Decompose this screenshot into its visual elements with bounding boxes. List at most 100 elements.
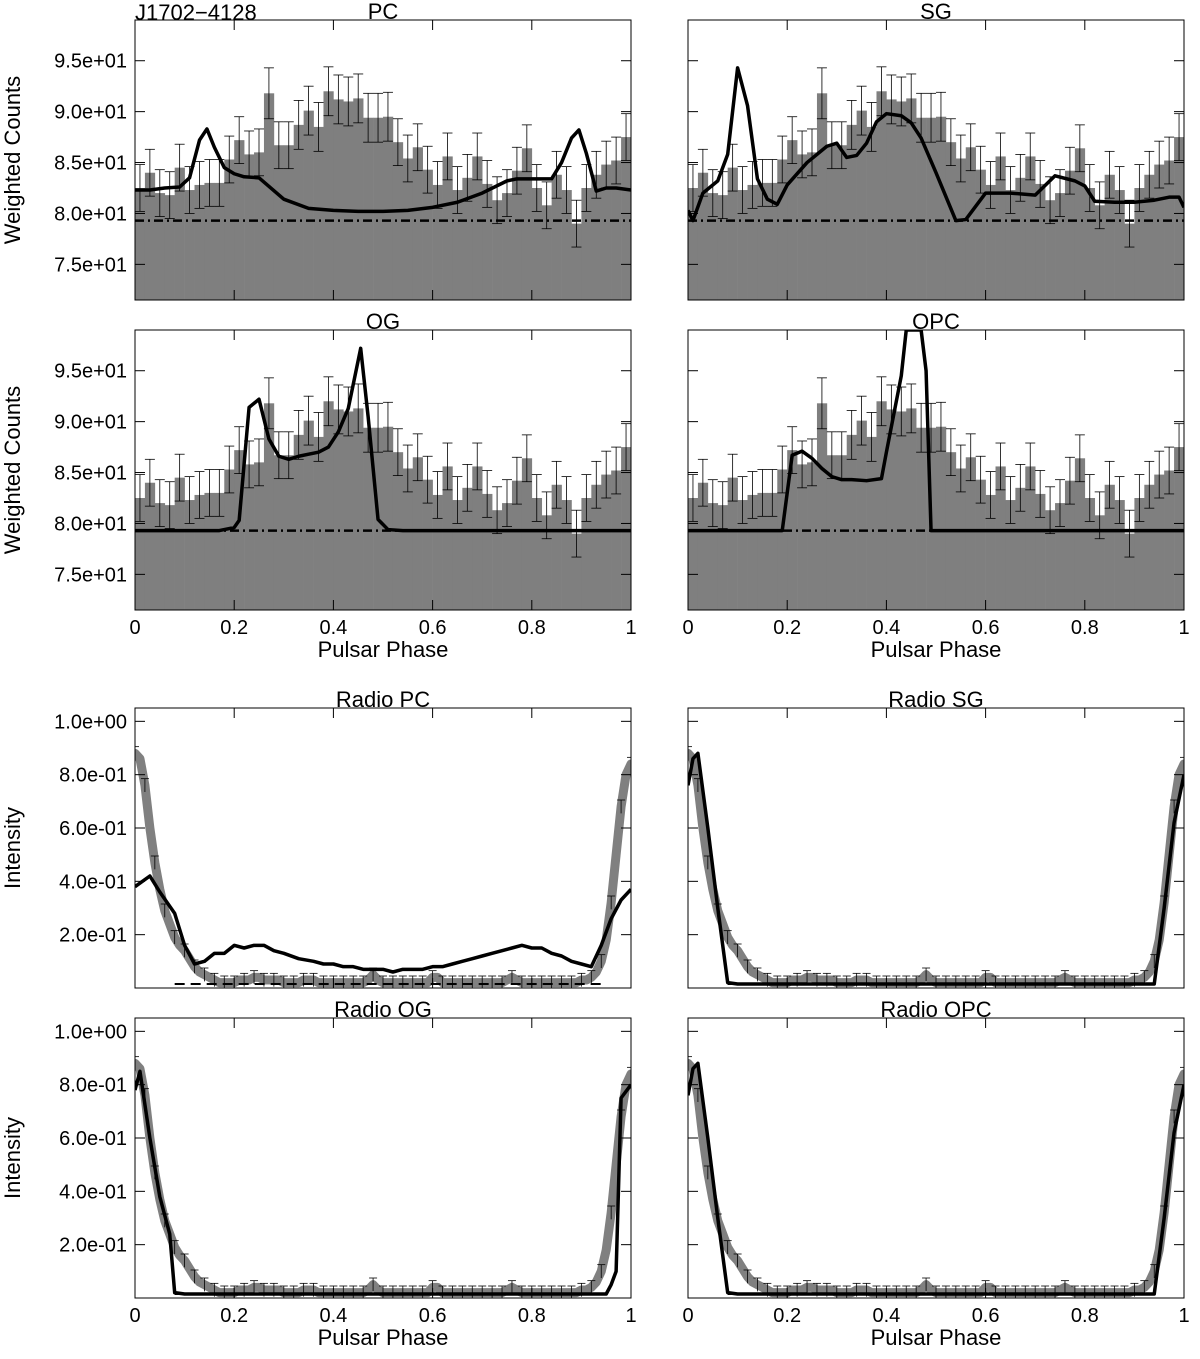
histogram-bar <box>727 167 738 300</box>
histogram-bar <box>601 164 612 300</box>
histogram-bar <box>363 427 374 610</box>
error-bar <box>432 471 443 519</box>
error-bar <box>955 134 966 183</box>
error-bar <box>507 1280 516 1294</box>
error-bar <box>727 453 738 502</box>
histogram-bar <box>154 193 166 300</box>
histogram-bar <box>333 99 344 300</box>
x-tick-label: 0 <box>129 1305 140 1327</box>
error-bar <box>561 476 572 524</box>
error-bar <box>591 460 602 509</box>
y-tick-label: 9.0e+01 <box>54 412 127 434</box>
model-curve <box>688 66 1184 223</box>
error-bar <box>521 124 532 173</box>
y-tick-label: 8.0e+01 <box>54 203 127 225</box>
histogram-bar <box>886 409 897 610</box>
histogram-bar <box>432 184 443 300</box>
histogram-bar <box>303 110 314 300</box>
histogram-bar <box>452 500 463 610</box>
histogram-bar <box>1005 500 1016 610</box>
error-bar <box>757 159 768 207</box>
error-bar <box>965 433 976 482</box>
histogram-bar <box>1134 498 1145 610</box>
error-bar <box>502 169 512 217</box>
histogram-bar <box>1074 148 1086 300</box>
plot-area <box>135 66 631 300</box>
histogram-bar <box>1124 223 1135 300</box>
histogram-bar <box>1005 190 1016 300</box>
error-bar <box>995 442 1006 491</box>
histogram-bar <box>511 480 523 610</box>
histogram-bar <box>1154 474 1165 610</box>
x-tick-label: 0.6 <box>972 617 1000 639</box>
error-bar <box>1104 150 1115 199</box>
histogram-bar <box>621 447 631 610</box>
error-bar <box>144 458 155 507</box>
error-bar <box>333 74 344 125</box>
histogram-bar <box>571 223 582 300</box>
histogram-bar <box>323 91 334 300</box>
error-bar <box>561 166 572 214</box>
histogram-bar <box>836 145 848 300</box>
radio-profile-line <box>135 1058 631 1298</box>
panel-radio-og: 0 0.2 0.4 0.6 0.8 1 2.0e-01 4.0e-01 6.0e-01 8.0e-… <box>0 997 637 1350</box>
histogram-bar <box>916 117 927 300</box>
x-tick-label: 0 <box>129 617 140 639</box>
histogram-bar <box>561 500 572 610</box>
histogram-bar <box>896 101 907 300</box>
histogram-bar <box>144 172 156 300</box>
error-bar <box>250 1280 259 1294</box>
histogram-bar <box>936 116 947 300</box>
error-bar <box>1124 199 1135 248</box>
error-bar <box>373 92 384 143</box>
y-tick-label: 6.0e-01 <box>59 1128 127 1150</box>
histogram-bar <box>797 154 808 300</box>
histogram-bar <box>244 464 255 610</box>
error-bar <box>511 456 522 505</box>
error-bar <box>1154 140 1165 189</box>
error-bar <box>458 975 467 988</box>
histogram-bar <box>707 193 719 300</box>
error-bar <box>1144 150 1155 199</box>
error-bar <box>388 975 397 988</box>
histogram-bar <box>293 124 304 300</box>
histogram-bar <box>876 401 887 610</box>
histogram-bar <box>906 408 917 610</box>
histogram-bar <box>551 174 562 300</box>
y-tick-label: 9.0e+01 <box>54 102 127 124</box>
error-bar <box>537 975 546 988</box>
error-bar <box>422 145 433 194</box>
histogram-bar <box>846 124 857 300</box>
error-bar <box>323 376 334 427</box>
x-tick-label: 1 <box>1178 617 1189 639</box>
error-bar <box>688 1056 692 1070</box>
error-bar <box>876 376 887 427</box>
histogram-bar <box>777 469 788 610</box>
histogram-bar <box>472 466 483 610</box>
error-bar <box>293 100 304 150</box>
histogram-bar <box>1084 188 1096 300</box>
error-bar <box>1094 181 1105 230</box>
y-tick-label: 2.0e-01 <box>59 1235 127 1257</box>
histogram-bar <box>866 436 877 610</box>
error-bar <box>382 401 393 452</box>
histogram-bar <box>204 182 215 300</box>
histogram-bar <box>787 450 798 610</box>
x-tick-label: 0.6 <box>972 1305 1000 1327</box>
histogram-bar <box>1064 480 1076 610</box>
plot-frame <box>687 707 1185 989</box>
panel-title: OPC <box>912 309 960 334</box>
error-bar <box>627 1066 631 1081</box>
histogram-bar <box>1144 174 1155 300</box>
x-axis-title: Pulsar Phase <box>871 637 1002 662</box>
error-bar <box>353 73 364 124</box>
histogram-bar <box>866 126 877 300</box>
panel-sg: SG <box>687 0 1185 301</box>
histogram-bar <box>1124 533 1135 610</box>
error-bar <box>180 1253 189 1268</box>
error-bar <box>1114 166 1125 214</box>
error-bar <box>363 92 374 143</box>
error-bar <box>571 509 582 558</box>
histogram-bar <box>767 492 778 610</box>
